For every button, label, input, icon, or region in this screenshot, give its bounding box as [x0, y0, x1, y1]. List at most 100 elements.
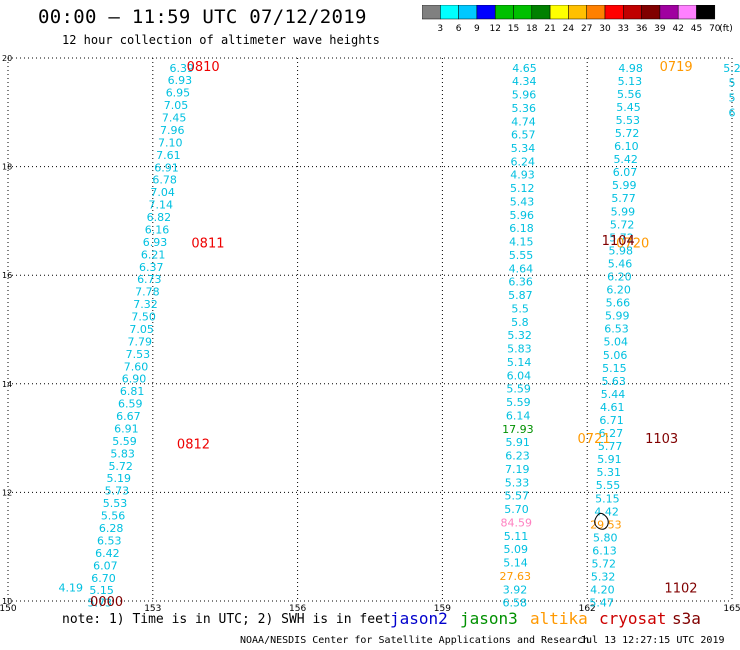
wave-height-label: 5.99	[605, 310, 630, 323]
wave-height-label: 5.96	[512, 89, 537, 102]
wave-height-label: 4.74	[511, 115, 536, 128]
wave-height-label: 7.60	[124, 360, 149, 373]
x-tick-label: 156	[289, 604, 306, 614]
y-tick-label: 20	[2, 54, 12, 63]
colorbar-tick-label: 12	[489, 24, 500, 34]
wave-height-label: 6.27	[599, 427, 624, 440]
y-tick-label: 12	[2, 488, 12, 497]
wave-height-label: 84.59	[500, 516, 532, 529]
wave-height-label: 5.04	[604, 336, 629, 349]
wave-height-label: 6.37	[139, 261, 164, 274]
colorbar-tick-label: 30	[599, 24, 611, 34]
wave-height-label: 5.96	[510, 209, 535, 222]
wave-height-label: 5.99	[612, 179, 637, 192]
wave-height-label: 5.53	[103, 497, 128, 510]
wave-height-label: 7.78	[135, 286, 160, 299]
wave-height-label: 6.81	[120, 385, 145, 398]
colorbar-tick-label: 9	[474, 24, 480, 34]
wave-height-label: 7.79	[128, 335, 153, 348]
wave-height-label: 4.93	[510, 169, 535, 182]
wave-height-label: 5.46	[608, 257, 633, 270]
wave-height-label: 5.72	[592, 557, 617, 570]
wave-height-label: 5.15	[595, 492, 620, 505]
wave-height-label: 5.87	[508, 289, 533, 302]
wave-height-label: 5.47	[589, 597, 614, 610]
wave-height-label: 5.14	[507, 356, 532, 369]
wave-height-label: 6.36	[508, 276, 533, 289]
y-tick-label: 18	[2, 163, 12, 172]
wave-height-label: 5.91	[597, 453, 622, 466]
y-tick-label: 16	[2, 271, 12, 280]
x-tick-label: 165	[723, 604, 740, 614]
wave-height-label: 5.55	[596, 479, 621, 492]
wave-height-label: 7.45	[162, 112, 187, 125]
wave-height-label: 5.59	[112, 435, 137, 448]
colorbar-tick-label: 27	[581, 24, 592, 34]
wave-height-label: 5.56	[101, 510, 126, 523]
satellite-legend-cryosat: cryosat	[599, 609, 667, 628]
wave-height-label: 6.13	[592, 544, 617, 557]
wave-height-label: 7.05	[129, 323, 154, 336]
wave-height-label: 5.57	[504, 490, 529, 503]
wave-height-label: 5.32	[591, 571, 616, 584]
pass-time-label: 0721	[578, 432, 611, 447]
wave-height-label: 6.71	[599, 414, 624, 427]
colorbar-tick-label: 39	[654, 24, 666, 34]
wave-height-label: 7.50	[131, 311, 156, 324]
pass-time-label: 1102	[664, 581, 697, 596]
wave-height-label: 5.31	[596, 466, 621, 479]
wave-height-label: 6.42	[95, 547, 120, 560]
wave-height-label: 7.19	[505, 463, 530, 476]
credit-text: NOAA/NESDIS Center for Satellite Applica…	[240, 635, 590, 646]
wave-height-label: 6.73	[137, 273, 162, 286]
wave-height-label: 6.90	[122, 373, 147, 386]
wave-height-label: 6.70	[91, 572, 116, 585]
wave-height-label: 6.20	[607, 270, 632, 283]
x-tick-label: 153	[144, 604, 161, 614]
wave-height-label: 7.96	[160, 124, 185, 137]
wave-height-label: 6.93	[143, 236, 168, 249]
wave-height-label: 5.8	[511, 316, 529, 329]
wave-height-label: 6.57	[511, 129, 536, 142]
y-tick-label: 10	[2, 597, 12, 606]
wave-height-label: 7.61	[156, 149, 181, 162]
wave-height-label: 5.83	[507, 343, 532, 356]
wave-height-label: 5.14	[503, 557, 528, 570]
wave-height-label: 5.12	[510, 182, 535, 195]
wave-height-label: 6.14	[506, 409, 531, 422]
wave-height-label: 6	[729, 106, 736, 119]
wave-height-label: 5.83	[110, 447, 135, 460]
satellite-legend-s3a: s3a	[672, 609, 701, 628]
wave-height-label: 5	[729, 91, 736, 104]
wave-height-label: 4.65	[512, 62, 537, 75]
pass-time-label: 0811	[191, 237, 224, 252]
pass-time-label: 0812	[177, 438, 210, 453]
chart-title: 00:00 — 11:59 UTC 07/12/2019	[38, 6, 367, 28]
wave-height-label: 6.53	[604, 323, 629, 336]
wave-height-label: 4.20	[590, 584, 615, 597]
wave-height-label: 6.93	[168, 74, 193, 87]
colorbar-tick-label: 21	[544, 24, 555, 34]
wave-height-label: 5.55	[509, 249, 534, 262]
chart-subtitle: 12 hour collection of altimeter wave hei…	[62, 33, 380, 47]
wave-height-label: 5.13	[618, 75, 643, 88]
colorbar-tick-label: 3	[437, 24, 443, 34]
wave-height-label: 6.91	[154, 161, 179, 174]
wave-height-label: 4.15	[509, 236, 534, 249]
colorbar-tick-label: 45	[691, 24, 702, 34]
wave-height-label: 6.67	[116, 410, 141, 423]
pass-time-label: 0000	[90, 595, 123, 610]
wave-height-label: 5.42	[613, 153, 638, 166]
wave-height-label: 5.98	[609, 244, 634, 257]
wave-height-label: 4.34	[512, 75, 537, 88]
wave-height-label: 5.77	[598, 440, 623, 453]
colorbar-tick-label: 33	[618, 24, 629, 34]
wave-height-label: 4.19	[58, 581, 83, 594]
wave-height-label: 6.59	[118, 398, 143, 411]
wave-height-label: 5.72	[609, 231, 634, 244]
satellite-legend-jason2: jason2	[390, 609, 448, 628]
colorbar-tick-label: 15	[508, 24, 519, 34]
wave-height-label: 6.28	[99, 522, 124, 535]
pass-time-label: 0719	[660, 60, 693, 75]
